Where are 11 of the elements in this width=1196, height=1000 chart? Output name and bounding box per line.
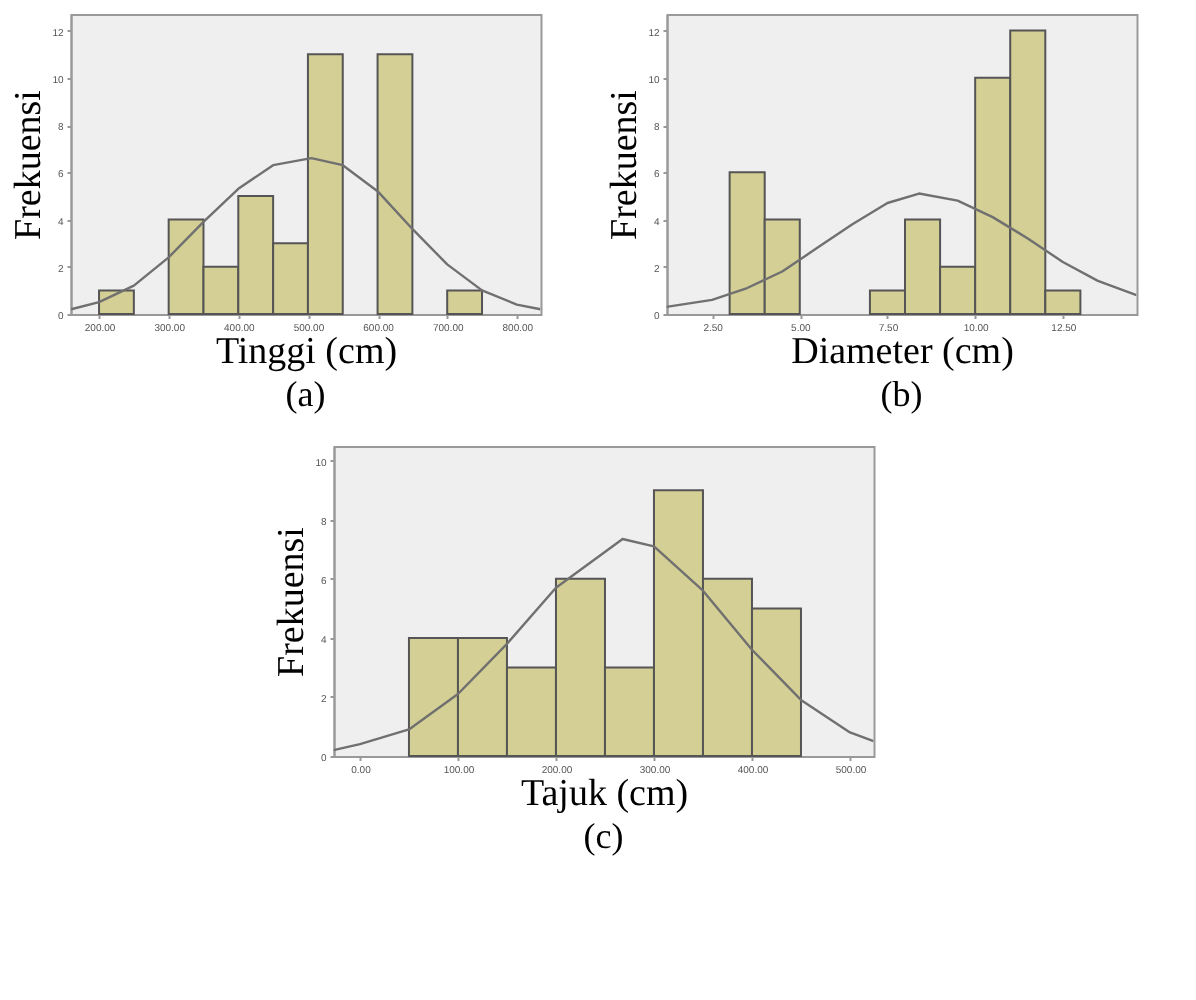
text: (b) (880, 374, 923, 414)
line-series (333, 537, 874, 752)
x-axis-title: Tinggi (cm) (215, 331, 398, 373)
line-series (666, 192, 1137, 309)
text: (a) (285, 374, 326, 414)
y-axis-title: Frekuensi (8, 90, 51, 240)
x-axis-title: Diameter (cm) (791, 331, 1014, 373)
y-axis-title: Frekuensi (271, 527, 314, 677)
y-axis-title: Frekuensi (604, 90, 647, 240)
text: (c) (583, 816, 624, 856)
x-axis-title: Tajuk (cm) (520, 773, 689, 815)
